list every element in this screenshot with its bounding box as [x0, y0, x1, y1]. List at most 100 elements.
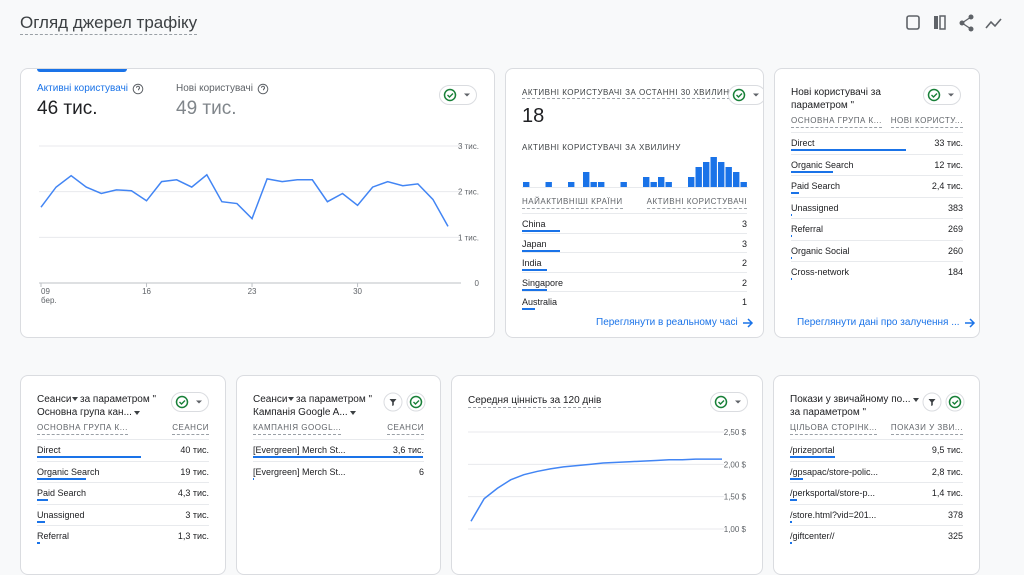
check-mark	[736, 93, 743, 98]
bar	[688, 177, 695, 187]
card-title: Кампанія Google A...	[253, 407, 348, 418]
bar	[703, 162, 710, 187]
bar	[665, 182, 672, 187]
bar	[643, 177, 650, 187]
row-bar	[253, 456, 423, 458]
row-label: /perksportal/store-p...	[790, 488, 876, 498]
overview-card: Активні користувачі 46 тис. Нові користува…	[20, 68, 495, 338]
check-icon	[948, 395, 962, 409]
row-divider	[37, 439, 209, 440]
row-bar	[37, 456, 141, 458]
row-bar	[522, 308, 535, 310]
column-header: ОСНОВНА ГРУПА К...	[791, 115, 882, 128]
bar	[718, 162, 725, 187]
card-title: Сеанси	[253, 394, 288, 405]
dropdown-arrow	[196, 400, 202, 404]
column-header: НОВІ КОРИСТУ...	[890, 115, 963, 128]
row-divider	[791, 196, 963, 198]
row-label: Organic Search	[37, 466, 100, 477]
metric-selector[interactable]	[171, 392, 209, 412]
row-value: 1	[741, 297, 747, 307]
row-bar	[790, 456, 835, 458]
metric-selector[interactable]	[439, 85, 477, 105]
row-divider	[37, 482, 209, 483]
check-mark	[931, 93, 938, 98]
dropdown-caret	[288, 397, 294, 401]
row-divider	[791, 153, 963, 155]
metric-label[interactable]: Нові користувачі	[176, 83, 253, 94]
y-tick-label: 3 тис.	[458, 142, 479, 151]
row-label: /gpsapac/store-polic...	[790, 466, 879, 477]
check-icon	[443, 88, 457, 102]
dropdown-caret	[913, 398, 919, 402]
check-icon	[927, 88, 941, 102]
row-label: Singapore	[522, 277, 564, 288]
check-icon	[175, 395, 189, 409]
row-label: Unassigned	[37, 509, 85, 520]
column-header: КАМПАНІЯ GOOGL...	[253, 422, 342, 435]
card-title: Середня цінність за 120 днів	[468, 395, 602, 408]
row-label: /giftcenter//	[790, 531, 835, 541]
row-divider	[790, 525, 963, 526]
row-value: 3	[741, 219, 747, 229]
card-title: Покази у звичайному по...	[790, 394, 911, 405]
card-title: за параметром "	[80, 394, 157, 405]
row-bar	[791, 149, 906, 151]
y-tick-label: 2,00 $	[724, 460, 747, 469]
check-icon	[714, 395, 728, 409]
arrow-icon	[965, 318, 976, 328]
ltv-card: Середня цінність за 120 днів 1,00 $ 1,50 $…	[451, 375, 763, 575]
row-value: 269	[947, 224, 963, 234]
metric-selector[interactable]	[728, 85, 764, 105]
row-label: India	[522, 258, 542, 268]
check-button[interactable]	[406, 392, 426, 412]
row-value: 3	[741, 238, 747, 249]
insights-icon[interactable]	[985, 18, 1002, 29]
row-label: China	[522, 219, 546, 229]
row-bar	[791, 213, 793, 216]
row-value: 325	[947, 531, 963, 541]
dropdown-arrow	[464, 93, 470, 97]
bar	[598, 182, 605, 187]
note-icon[interactable]	[906, 15, 920, 30]
row-bar	[37, 520, 45, 523]
row-value: 2,8 тис.	[931, 466, 963, 477]
row-value: 3 тис.	[185, 509, 209, 520]
filter-buttons	[922, 392, 965, 412]
row-value: 378	[947, 509, 963, 520]
tab-indicator	[37, 69, 127, 72]
card-link[interactable]: Переглянути дані про залучення ...	[797, 317, 960, 328]
metric-selector[interactable]	[710, 392, 748, 412]
help-icon	[257, 83, 269, 95]
metric-selector[interactable]	[923, 85, 961, 105]
chart-area: 1,00 $ 1,50 $ 2,00 $ 2,50 $	[468, 428, 747, 534]
check-button[interactable]	[945, 392, 965, 412]
arrow-icon	[743, 318, 754, 328]
row-divider	[791, 132, 963, 133]
card-title: АКТИВНІ КОРИСТУВАЧІ ЗА ОСТАННІ 30 ХВИЛИН	[522, 88, 730, 99]
row-label: Unassigned	[791, 202, 839, 213]
y-tick-label: 2,50 $	[724, 428, 747, 437]
bar	[568, 182, 575, 187]
row-value: 2	[741, 277, 747, 288]
chart-subtitle: АКТИВНІ КОРИСТУВАЧІ ЗА ХВИЛИНУ	[522, 143, 681, 152]
line-series	[470, 458, 722, 522]
row-value: 33 тис.	[934, 138, 963, 148]
row-divider	[37, 525, 209, 526]
column-header: ОСНОВНА ГРУПА К...	[37, 422, 128, 435]
row-bar	[37, 542, 41, 544]
arrow	[743, 318, 754, 328]
card-title: Сеанси	[37, 394, 72, 405]
metric-label[interactable]: Активні користувачі	[37, 83, 129, 94]
row-divider	[791, 218, 963, 219]
compare-icon[interactable]	[934, 15, 946, 30]
share-icon[interactable]	[959, 14, 974, 32]
bar	[740, 182, 747, 187]
card-link[interactable]: Переглянути в реальному часі	[596, 317, 738, 328]
dropdown-caret	[72, 397, 78, 401]
row-divider	[522, 213, 747, 214]
row-label: [Evergreen] Merch St...	[253, 466, 346, 477]
dropdown-caret	[134, 411, 140, 415]
row-bar	[37, 477, 87, 480]
row-bar	[791, 192, 800, 194]
